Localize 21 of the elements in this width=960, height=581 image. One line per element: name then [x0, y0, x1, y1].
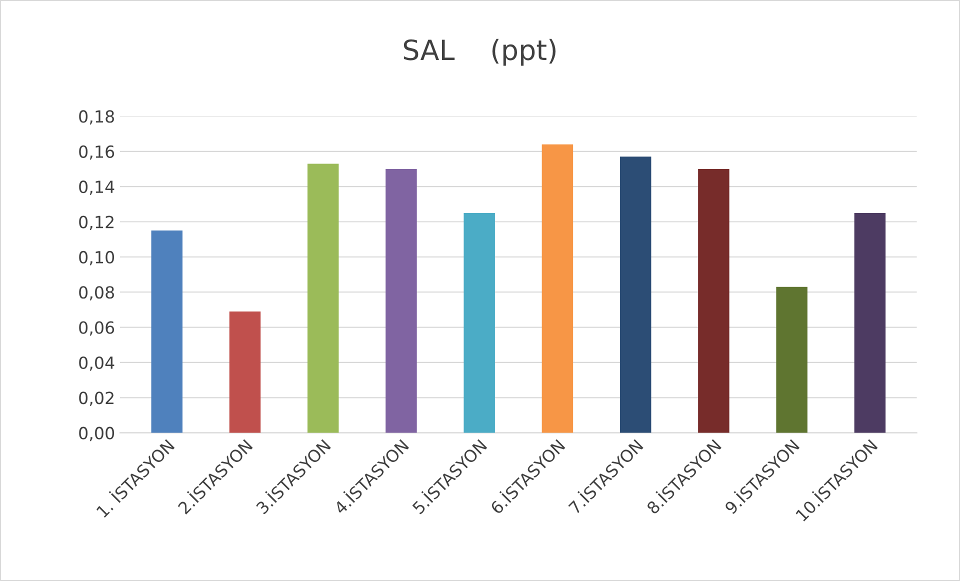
- y-tick-label: 0,16: [79, 145, 114, 160]
- y-tick-label: 0,14: [79, 180, 114, 195]
- bar: [229, 311, 261, 433]
- y-tick-label: 0,02: [79, 392, 114, 406]
- bar: [698, 168, 730, 433]
- bar: [307, 164, 339, 433]
- y-tick-label: 0,10: [79, 250, 114, 266]
- y-tick-label: 0,00: [79, 426, 114, 442]
- bar: [620, 156, 652, 433]
- bar: [386, 168, 417, 433]
- bar: [542, 144, 574, 433]
- y-tick-label: 0,18: [79, 110, 114, 124]
- y-tick-label: 0,12: [79, 216, 114, 230]
- bar: [151, 230, 182, 433]
- bar: [464, 212, 495, 433]
- y-tick-label: 0,06: [79, 321, 114, 336]
- bar: [854, 212, 886, 433]
- y-tick-label: 0,04: [79, 356, 114, 371]
- chart-title: SAL (ppt): [404, 38, 556, 66]
- y-tick-label: 0,08: [79, 286, 114, 300]
- bar: [776, 286, 808, 433]
